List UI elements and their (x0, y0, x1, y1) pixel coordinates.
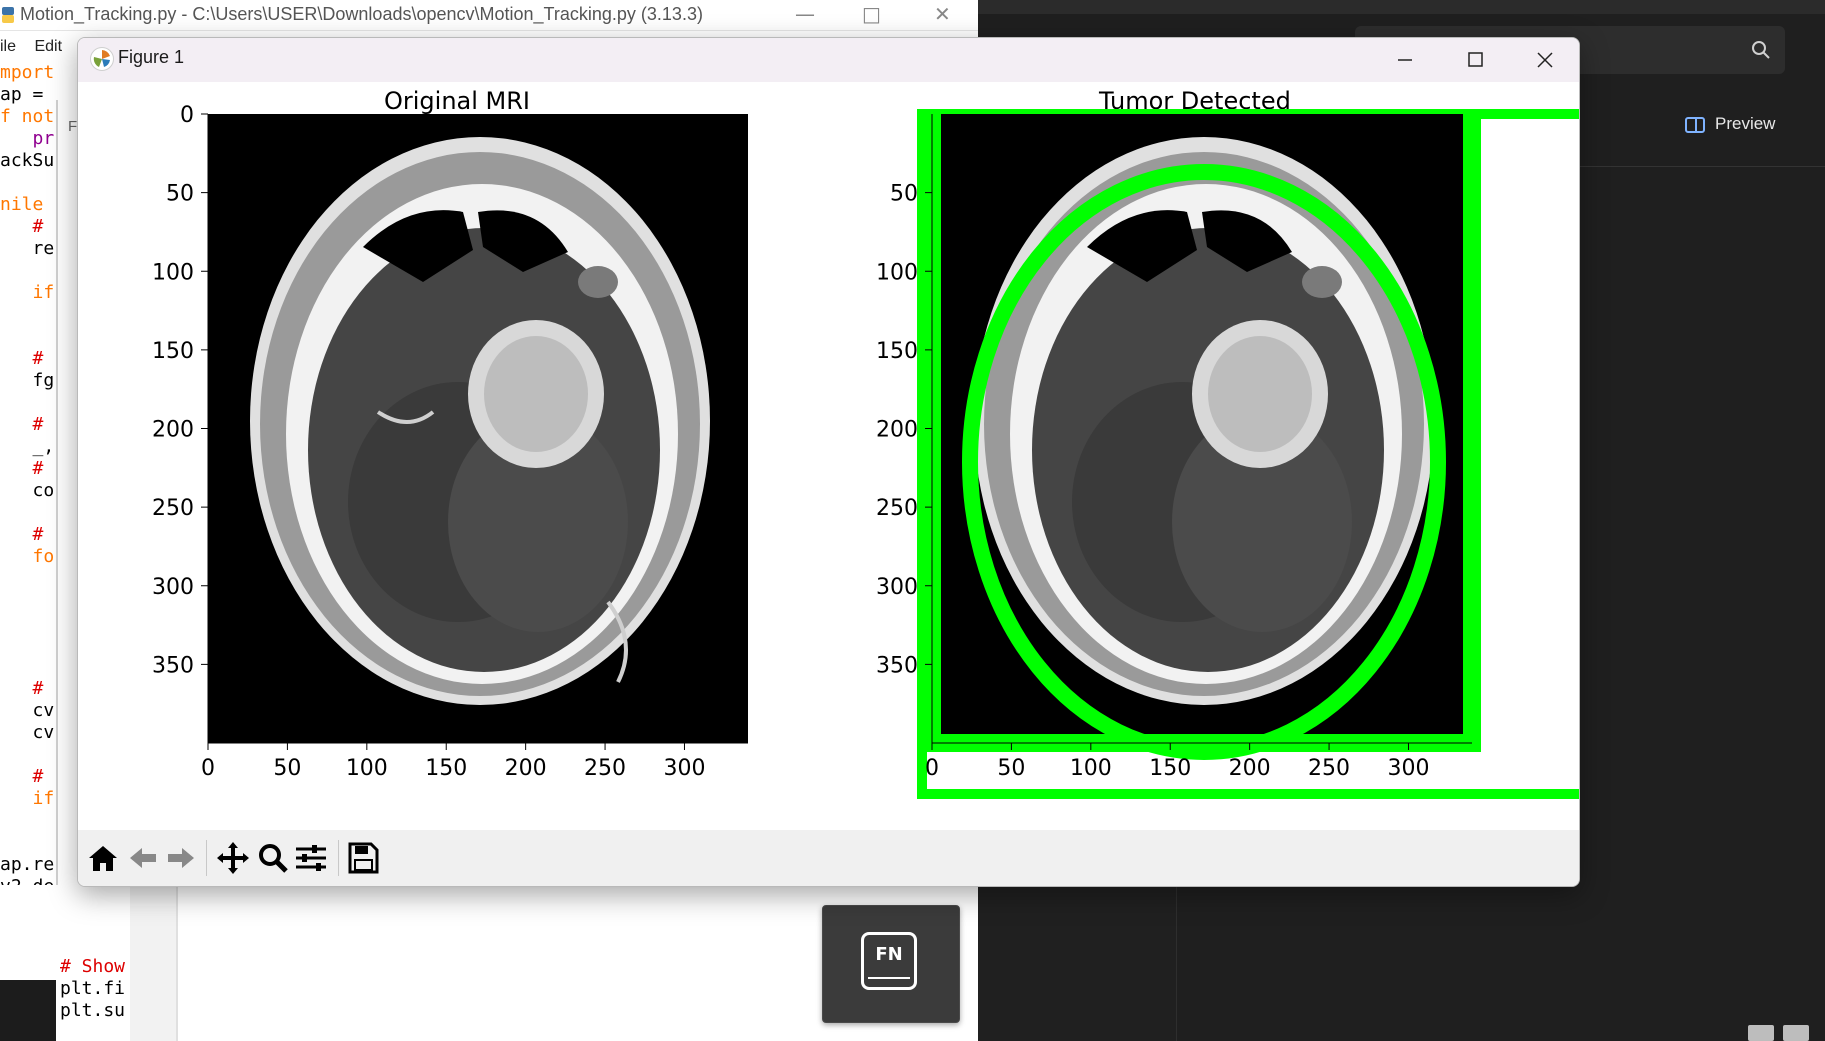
brain-scan-image (250, 137, 710, 705)
preview-button[interactable]: Preview (1685, 114, 1775, 134)
y-tick-label: 300 (876, 575, 918, 600)
x-tick-label: 300 (663, 756, 705, 781)
figure-window: Figure 1 Original MRI (77, 37, 1580, 887)
code-line: plt.fi (60, 978, 125, 1000)
minimize-icon[interactable]: — (795, 2, 815, 26)
zoom-icon[interactable] (254, 840, 292, 876)
python-icon (0, 6, 16, 24)
x-tick-label: 200 (1229, 756, 1271, 781)
preview-icon (1685, 117, 1705, 133)
x-tick-label: 300 (1387, 756, 1429, 781)
configure-subplots-icon[interactable] (292, 840, 330, 876)
x-tick-label: 0 (925, 756, 939, 781)
x-tick-label: 50 (997, 756, 1025, 781)
brain-scan-image (974, 137, 1434, 705)
system-tray-icon[interactable] (1783, 1025, 1809, 1041)
figure-title: Figure 1 (118, 47, 184, 68)
taskbar-fragment (0, 980, 56, 1041)
close-icon[interactable]: ✕ (934, 2, 951, 26)
system-tray-icon[interactable] (1748, 1025, 1774, 1041)
search-icon[interactable] (1751, 40, 1771, 60)
toolbar-separator (206, 840, 207, 876)
y-tick-label: 350 (876, 653, 918, 678)
x-tick-label: 250 (1308, 756, 1350, 781)
save-icon[interactable] (344, 840, 382, 876)
y-tick-label: 250 (876, 496, 918, 521)
matplotlib-logo-icon (90, 47, 114, 71)
close-icon[interactable] (1510, 38, 1580, 82)
navigation-toolbar (78, 830, 1579, 886)
x-tick-label: 0 (201, 756, 215, 781)
y-tick-label: 200 (876, 418, 918, 443)
fn-key-overlay: FN (822, 905, 960, 1023)
x-tick-label: 100 (346, 756, 388, 781)
y-tick-label: 350 (152, 653, 194, 678)
y-tick-label: 100 (876, 260, 918, 285)
fn-key-icon: FN (861, 932, 917, 990)
y-tick-label: 250 (152, 496, 194, 521)
y-tick-label: 0 (180, 103, 194, 128)
minimize-icon[interactable] (1370, 38, 1440, 82)
y-tick-label: 50 (890, 182, 918, 207)
code-line: plt.su (60, 1000, 125, 1022)
preview-label: Preview (1715, 114, 1775, 133)
code-line: mport (0, 62, 80, 84)
y-tick-label: 150 (152, 339, 194, 364)
x-tick-label: 150 (425, 756, 467, 781)
back-arrow-icon[interactable] (124, 840, 162, 876)
idle-window-title: Motion_Tracking.py - C:\Users\USER\Downl… (20, 4, 703, 25)
y-tick-label: 200 (152, 418, 194, 443)
menu-edit[interactable]: Edit (34, 38, 62, 55)
y-tick-label: 150 (876, 339, 918, 364)
x-tick-label: 250 (584, 756, 626, 781)
line-gutter (130, 885, 178, 1041)
x-tick-label: 150 (1149, 756, 1191, 781)
axes-original-mri[interactable]: 0 50 100 150 200 250 300 0 50 100 150 200 250 300 350 (78, 82, 828, 834)
dark-app-top-strip (978, 0, 1825, 14)
pan-icon[interactable] (214, 840, 252, 876)
figure-title-bar: Figure 1 (78, 38, 1579, 82)
y-tick-label: 100 (152, 260, 194, 285)
x-tick-label: 50 (273, 756, 301, 781)
figure-canvas[interactable]: Original MRI 0 50 100 150 200 250 300 0 50 100 150… (78, 82, 1579, 834)
forward-arrow-icon[interactable] (162, 840, 200, 876)
maximize-icon[interactable] (1440, 38, 1510, 82)
idle-title-bar: Motion_Tracking.py - C:\Users\USER\Downl… (0, 0, 978, 31)
x-tick-label: 100 (1070, 756, 1112, 781)
idle-menu-bar: ile Edit (0, 38, 80, 62)
code-comment: # Show (60, 956, 125, 978)
home-icon[interactable] (84, 840, 122, 876)
axes-tumor-detected[interactable]: 0 50 100 150 200 250 300 50 100 150 200 250 300 350 (828, 82, 1579, 834)
toolbar-separator (338, 840, 339, 876)
x-tick-label: 200 (505, 756, 547, 781)
y-tick-label: 300 (152, 575, 194, 600)
maximize-icon[interactable]: □ (862, 2, 881, 26)
y-tick-label: 50 (166, 182, 194, 207)
menu-file[interactable]: ile (0, 38, 16, 55)
